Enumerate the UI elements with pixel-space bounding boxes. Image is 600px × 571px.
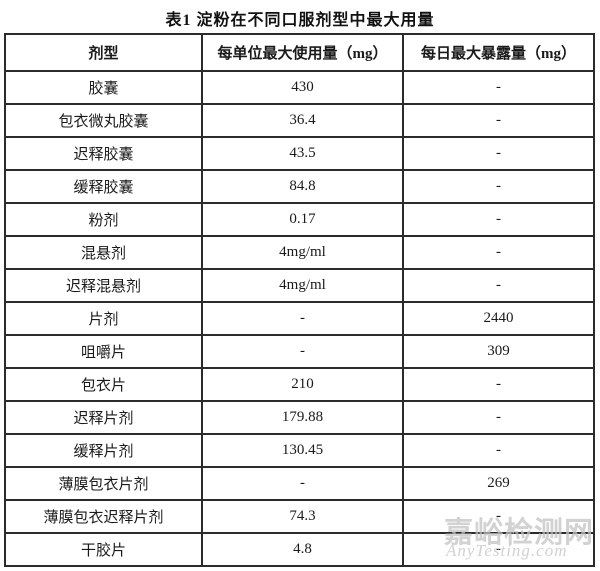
per-unit-cell: - [201,466,404,501]
table-row: 薄膜包衣片剂 - 269 [4,466,595,501]
per-unit-cell: 0.17 [201,202,404,237]
table-row: 包衣微丸胶囊 36.4 - [4,103,595,138]
daily-exposure-cell: - [402,70,595,105]
dosage-form-cell: 包衣微丸胶囊 [4,103,203,138]
daily-exposure-cell: 309 [402,334,595,369]
dosage-form-cell: 片剂 [4,301,203,336]
dosage-form-cell: 薄膜包衣迟释片剂 [4,499,203,534]
table-header-row: 剂型 每单位最大使用量（mg） 每日最大暴露量（mg） [4,33,595,72]
table-row: 片剂 - 2440 [4,301,595,336]
table-row: 咀嚼片 - 309 [4,334,595,369]
table-row: 缓释片剂 130.45 - [4,433,595,468]
header-max-daily-exposure: 每日最大暴露量（mg） [402,33,595,72]
dosage-form-cell: 迟释胶囊 [4,136,203,171]
daily-exposure-cell: - [402,499,595,534]
table-row: 缓释胶囊 84.8 - [4,169,595,204]
table-row: 粉剂 0.17 - [4,202,595,237]
daily-exposure-cell: 2440 [402,301,595,336]
dosage-form-cell: 干胶片 [4,532,203,567]
per-unit-cell: 430 [201,70,404,105]
table-row: 迟释片剂 179.88 - [4,400,595,435]
dosage-form-cell: 咀嚼片 [4,334,203,369]
dosage-form-cell: 迟释片剂 [4,400,203,435]
per-unit-cell: 130.45 [201,433,404,468]
dosage-table: 剂型 每单位最大使用量（mg） 每日最大暴露量（mg） 胶囊 430 - 包衣微… [4,33,595,567]
per-unit-cell: 179.88 [201,400,404,435]
daily-exposure-cell: - [402,169,595,204]
daily-exposure-cell: - [402,202,595,237]
dosage-form-cell: 薄膜包衣片剂 [4,466,203,501]
daily-exposure-cell: - [402,103,595,138]
table-row: 迟释胶囊 43.5 - [4,136,595,171]
dosage-form-cell: 迟释混悬剂 [4,268,203,303]
daily-exposure-cell: - [402,268,595,303]
table-row: 胶囊 430 - [4,70,595,105]
dosage-form-cell: 粉剂 [4,202,203,237]
per-unit-cell: - [201,334,404,369]
daily-exposure-cell: - [402,367,595,402]
table-row: 薄膜包衣迟释片剂 74.3 - [4,499,595,534]
dosage-form-cell: 混悬剂 [4,235,203,270]
table-row: 迟释混悬剂 4mg/ml - [4,268,595,303]
daily-exposure-cell: - [402,136,595,171]
daily-exposure-cell: - [402,400,595,435]
per-unit-cell: 4mg/ml [201,268,404,303]
dosage-form-cell: 缓释胶囊 [4,169,203,204]
per-unit-cell: 4mg/ml [201,235,404,270]
daily-exposure-cell: - [402,235,595,270]
table-row: 混悬剂 4mg/ml - [4,235,595,270]
table-row: 包衣片 210 - [4,367,595,402]
dosage-form-cell: 胶囊 [4,70,203,105]
per-unit-cell: 4.8 [201,532,404,567]
table-row: 干胶片 4.8 - [4,532,595,567]
per-unit-cell: 36.4 [201,103,404,138]
daily-exposure-cell: 269 [402,466,595,501]
dosage-form-cell: 包衣片 [4,367,203,402]
per-unit-cell: 84.8 [201,169,404,204]
daily-exposure-cell: - [402,532,595,567]
page-title: 表1 淀粉在不同口服剂型中最大用量 [165,12,435,29]
daily-exposure-cell: - [402,433,595,468]
per-unit-cell: 74.3 [201,499,404,534]
header-dosage-form: 剂型 [4,33,203,72]
dosage-form-cell: 缓释片剂 [4,433,203,468]
per-unit-cell: 43.5 [201,136,404,171]
per-unit-cell: 210 [201,367,404,402]
per-unit-cell: - [201,301,404,336]
header-max-per-unit: 每单位最大使用量（mg） [201,33,404,72]
